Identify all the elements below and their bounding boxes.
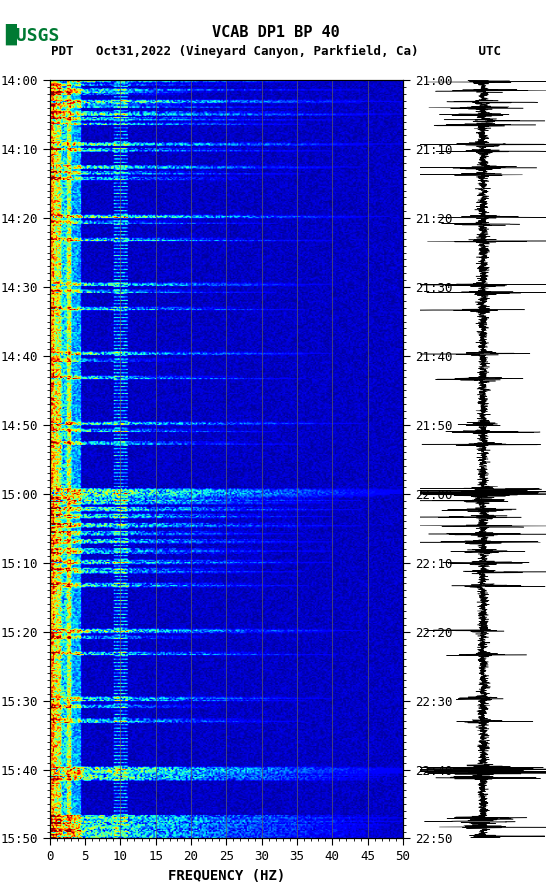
X-axis label: FREQUENCY (HZ): FREQUENCY (HZ) [168,869,285,883]
Text: █USGS: █USGS [6,23,60,45]
Text: VCAB DP1 BP 40: VCAB DP1 BP 40 [212,25,340,40]
Text: PDT   Oct31,2022 (Vineyard Canyon, Parkfield, Ca)        UTC: PDT Oct31,2022 (Vineyard Canyon, Parkfie… [51,45,501,58]
